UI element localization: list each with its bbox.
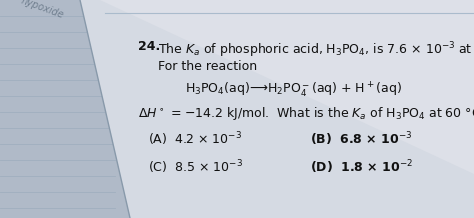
Polygon shape [100, 0, 474, 174]
Text: (B)  6.8 × 10$^{-3}$: (B) 6.8 × 10$^{-3}$ [310, 130, 412, 148]
Text: 24.: 24. [138, 40, 160, 53]
Polygon shape [0, 0, 130, 218]
Polygon shape [110, 0, 474, 168]
Text: (C)  8.5 × 10$^{-3}$: (C) 8.5 × 10$^{-3}$ [148, 158, 243, 176]
Text: (D)  1.8 × 10$^{-2}$: (D) 1.8 × 10$^{-2}$ [310, 158, 413, 176]
Text: H$_3$PO$_4$(aq)⟶H$_2$PO$_4^-$(aq) + H$^+$(aq): H$_3$PO$_4$(aq)⟶H$_2$PO$_4^-$(aq) + H$^+… [185, 80, 402, 99]
Text: $\Delta H^\circ$ = −14.2 kJ/mol.  What is the $K_a$ of H$_3$PO$_4$ at 60 °C?: $\Delta H^\circ$ = −14.2 kJ/mol. What is… [138, 105, 474, 122]
Text: (A)  4.2 × 10$^{-3}$: (A) 4.2 × 10$^{-3}$ [148, 130, 242, 148]
Polygon shape [80, 0, 474, 218]
Text: hypoxide: hypoxide [20, 0, 65, 20]
Text: The $K_a$ of phosphoric acid, H$_3$PO$_4$, is 7.6 × 10$^{-3}$ at 25 °C.: The $K_a$ of phosphoric acid, H$_3$PO$_4… [158, 40, 474, 60]
Text: For the reaction: For the reaction [158, 60, 257, 73]
